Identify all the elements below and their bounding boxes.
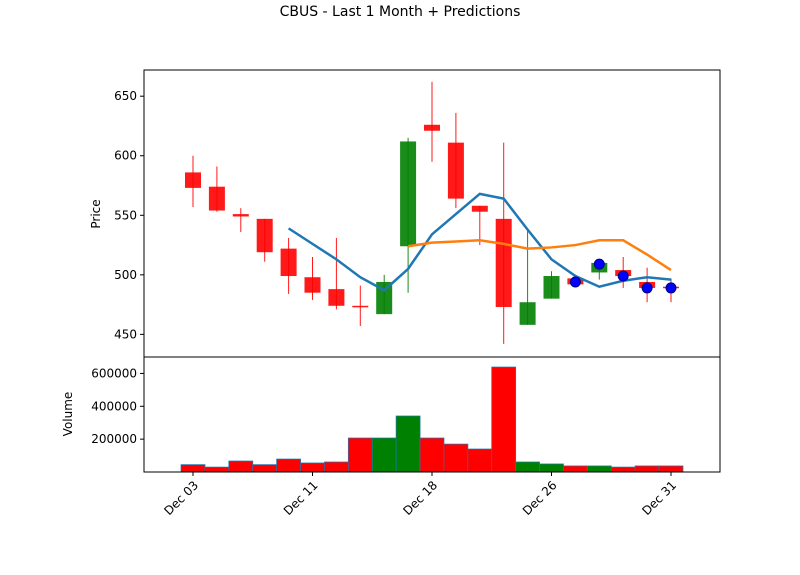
y-tick-label: 550 xyxy=(114,208,137,222)
volume-bar xyxy=(204,466,230,473)
candle-body xyxy=(328,289,345,306)
candle-body xyxy=(185,172,201,188)
volume-bar xyxy=(467,448,493,473)
volume-bar xyxy=(610,466,636,473)
prediction-point xyxy=(641,282,653,294)
candle-body xyxy=(447,142,464,199)
candle-body xyxy=(304,277,321,293)
prediction-point xyxy=(593,258,605,270)
candle-body xyxy=(256,218,273,253)
volume-bar xyxy=(276,458,301,473)
volume-bar xyxy=(539,463,564,473)
volume-bar xyxy=(347,437,373,473)
volume-bar xyxy=(515,461,540,473)
volume-bar xyxy=(491,366,517,473)
volume-bar xyxy=(252,464,278,473)
prediction-point xyxy=(617,270,629,282)
volume-bar xyxy=(395,415,421,473)
y-axis-label: Price xyxy=(89,199,103,228)
candle-body xyxy=(424,124,440,131)
x-tick-label: Dec 18 xyxy=(400,478,440,518)
y-tick-label: 200000 xyxy=(91,432,137,446)
candle-body xyxy=(232,214,249,217)
plot-frame xyxy=(143,356,721,473)
volume-bar xyxy=(324,461,349,473)
candle-body xyxy=(543,276,560,299)
y-tick-label: 600 xyxy=(114,149,137,163)
volume-bar xyxy=(228,460,254,473)
prediction-point xyxy=(665,282,677,294)
candle-body xyxy=(208,186,225,211)
candle-body xyxy=(352,305,369,308)
volume-bar xyxy=(586,465,612,473)
y-axis-label: Volume xyxy=(61,392,75,437)
candle-body xyxy=(495,218,512,307)
volume-bar xyxy=(180,464,206,473)
volume-bar xyxy=(419,437,445,473)
y-tick-label: 450 xyxy=(114,327,137,341)
volume-bar xyxy=(300,462,325,473)
x-tick-label: Dec 03 xyxy=(161,478,201,518)
x-tick-label: Dec 31 xyxy=(639,478,679,518)
volume-bar xyxy=(371,437,397,473)
x-tick-label: Dec 11 xyxy=(281,478,321,518)
candle-body xyxy=(519,302,536,325)
volume-bar xyxy=(658,465,684,473)
volume-bar xyxy=(634,465,660,473)
chart-title: CBUS - Last 1 Month + Predictions xyxy=(280,4,521,20)
volume-bar xyxy=(443,443,469,473)
y-tick-label: 500 xyxy=(114,268,137,282)
y-tick-label: 400000 xyxy=(91,399,137,413)
y-tick-label: 600000 xyxy=(91,366,137,380)
y-tick-label: 650 xyxy=(114,89,137,103)
x-tick-label: Dec 26 xyxy=(520,478,560,518)
candle-body xyxy=(376,281,393,315)
ma-line xyxy=(287,192,672,292)
ma-line xyxy=(407,239,672,272)
candle-body xyxy=(400,141,417,247)
volume-bar xyxy=(563,465,588,473)
prediction-point xyxy=(569,276,581,288)
candle-body xyxy=(471,205,488,212)
candle-body xyxy=(280,248,297,277)
